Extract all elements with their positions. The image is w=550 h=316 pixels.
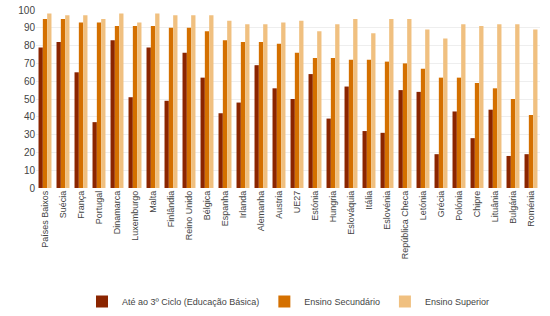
svg-text:30: 30	[24, 129, 36, 140]
svg-text:50: 50	[24, 94, 36, 105]
svg-text:70: 70	[24, 58, 36, 69]
svg-text:Bulgária: Bulgária	[508, 191, 518, 224]
svg-text:Ensino Secundário: Ensino Secundário	[304, 297, 380, 307]
svg-text:Grécia: Grécia	[436, 191, 446, 218]
svg-text:Hungria: Hungria	[328, 191, 338, 223]
svg-text:20: 20	[24, 147, 36, 158]
svg-text:Lituânia: Lituânia	[490, 191, 500, 223]
svg-text:Reino Unido: Reino Unido	[184, 191, 194, 241]
svg-text:60: 60	[24, 76, 36, 87]
svg-text:Luxemburgo: Luxemburgo	[130, 191, 140, 241]
svg-text:0: 0	[29, 183, 35, 194]
svg-text:Ensino Superior: Ensino Superior	[425, 297, 489, 307]
svg-text:Até ao 3º Ciclo (Educação Bási: Até ao 3º Ciclo (Educação Básica)	[122, 297, 259, 307]
svg-text:França: França	[76, 191, 86, 219]
svg-text:Chipre: Chipre	[472, 191, 482, 218]
svg-text:90: 90	[24, 22, 36, 33]
svg-text:Países Baixos: Países Baixos	[40, 190, 50, 248]
svg-text:Espanha: Espanha	[220, 191, 230, 227]
svg-text:Suécia: Suécia	[58, 191, 68, 219]
svg-text:10: 10	[24, 165, 36, 176]
svg-text:República Checa: República Checa	[400, 191, 410, 260]
svg-text:100: 100	[18, 5, 35, 16]
svg-text:80: 80	[24, 40, 36, 51]
svg-text:Irlanda: Irlanda	[238, 191, 248, 219]
svg-text:Letónia: Letónia	[418, 191, 428, 221]
svg-text:Estónia: Estónia	[310, 191, 320, 221]
svg-text:40: 40	[24, 111, 36, 122]
svg-text:Finlândia: Finlândia	[166, 191, 176, 228]
svg-text:Itália: Itália	[364, 191, 374, 210]
svg-text:Eslovénia: Eslovénia	[382, 191, 392, 230]
svg-text:Roménia: Roménia	[526, 191, 536, 227]
svg-text:Portugal: Portugal	[94, 191, 104, 225]
svg-text:Polónia: Polónia	[454, 191, 464, 221]
svg-text:Malta: Malta	[148, 191, 158, 213]
svg-text:Eslováquia: Eslováquia	[346, 191, 356, 235]
svg-text:Dinamarca: Dinamarca	[112, 191, 122, 235]
svg-text:UE27: UE27	[292, 191, 302, 214]
svg-text:Austria: Austria	[274, 191, 284, 219]
svg-text:Alemanha: Alemanha	[256, 191, 266, 232]
svg-text:Bélgica: Bélgica	[202, 191, 212, 221]
